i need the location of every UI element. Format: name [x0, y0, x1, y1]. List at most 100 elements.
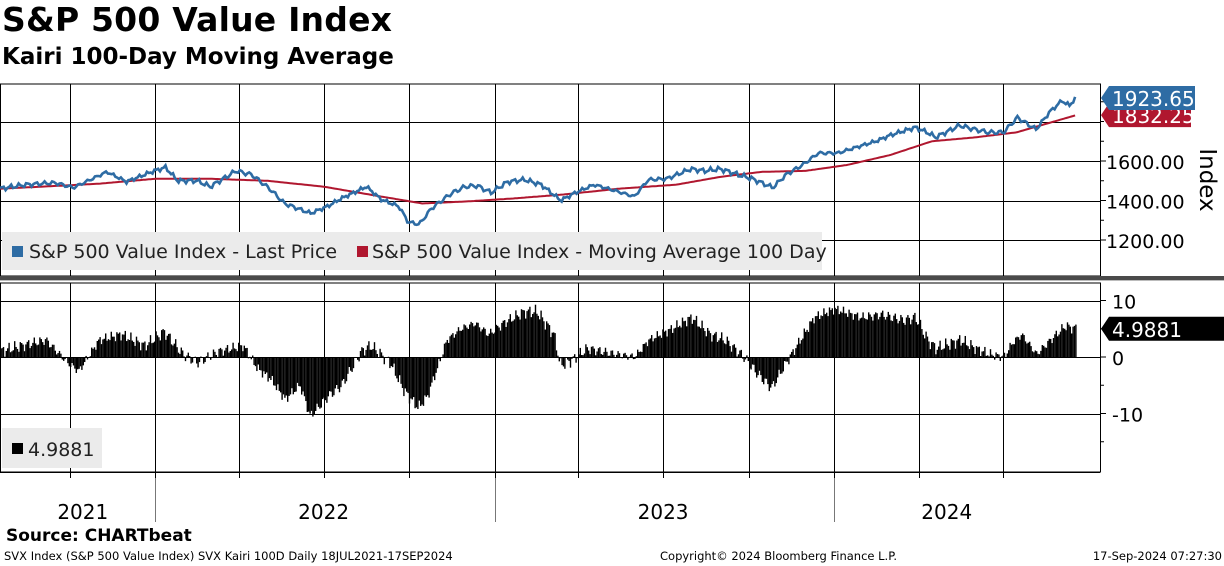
kairi-bar [268, 357, 271, 379]
kairi-bar [841, 312, 843, 357]
kairi-bar [298, 357, 300, 387]
kairi-bar [110, 331, 112, 357]
kairi-bar [1001, 356, 1003, 358]
kairi-bar [57, 353, 59, 357]
price-last-value-tag: 1923.65 [1112, 87, 1195, 111]
kairi-bar [628, 356, 630, 358]
kairi-bar [838, 314, 840, 357]
kairi-bar [658, 336, 660, 357]
kairi-bar [837, 305, 839, 357]
kairi-bar [211, 356, 213, 358]
kairi-bar [541, 317, 544, 357]
kairi-bar [800, 340, 803, 357]
kairi-bar [287, 357, 289, 402]
kairi-bar [921, 329, 923, 357]
kairi-bar [959, 335, 961, 357]
kairi-bar [487, 336, 489, 357]
kairi-bar [1009, 342, 1011, 357]
kairi-bar [849, 312, 852, 357]
kairi-bar [120, 340, 122, 357]
kairi-bar [401, 357, 404, 389]
kairi-bar [438, 357, 440, 359]
kairi-y-tick-label: 0 [1112, 348, 1124, 370]
kairi-bar [161, 330, 163, 357]
kairi-bar [879, 316, 881, 357]
kairi-bar [198, 357, 201, 363]
kairi-bar [1072, 326, 1074, 357]
kairi-bar [1008, 350, 1010, 357]
kairi-bar [261, 357, 264, 378]
kairi-bar [964, 335, 966, 357]
kairi-bar [436, 357, 439, 369]
kairi-bar [292, 357, 294, 395]
kairi-bar [858, 320, 860, 357]
kairi-bar [91, 347, 93, 357]
kairi-bar [1015, 337, 1017, 357]
kairi-bar [271, 357, 273, 376]
kairi-bar [557, 355, 559, 357]
kairi-bar [141, 342, 143, 357]
kairi-y-tick-label: 10 [1112, 292, 1136, 314]
kairi-bar [492, 333, 495, 357]
kairi-last-value-tag-bg [1101, 316, 1224, 341]
kairi-bar [463, 324, 465, 357]
kairi-bar [281, 357, 283, 400]
chart-subtitle: Kairi 100-Day Moving Average [2, 44, 394, 70]
kairi-bar [317, 357, 320, 407]
kairi-bar [564, 357, 566, 369]
kairi-bar [63, 357, 65, 361]
kairi-bar [266, 357, 268, 373]
kairi-bar [848, 309, 850, 357]
kairi-bar [93, 347, 96, 357]
kairi-bar [777, 357, 779, 378]
kairi-bar [207, 352, 209, 357]
kairi-bar [812, 318, 814, 357]
kairi-bar [674, 327, 677, 357]
kairi-bar [847, 316, 849, 357]
kairi-bar [224, 350, 226, 357]
kairi-bar [200, 356, 202, 358]
kairi-bar [532, 313, 534, 357]
kairi-bar [889, 314, 891, 357]
kairi-bar [260, 357, 262, 371]
kairi-bar [450, 334, 453, 357]
kairi-bar [561, 357, 563, 366]
kairi-bar [170, 344, 173, 357]
kairi-bar [182, 350, 184, 357]
kairi-bar [385, 357, 387, 358]
kairi-y-tick-label: -10 [1112, 405, 1143, 427]
kairi-bar [1047, 340, 1049, 357]
kairi-bar [708, 330, 710, 357]
kairi-bar [424, 357, 426, 396]
kairi-bar [946, 344, 948, 357]
kairi-bar [308, 357, 310, 412]
kairi-bar [406, 357, 408, 392]
kairi-bar [737, 354, 740, 357]
kairi-bar [757, 357, 759, 376]
kairi-bar [991, 354, 993, 357]
kairi-bar [1005, 356, 1007, 358]
kairi-bar [707, 327, 709, 357]
kairi-bar [761, 357, 763, 382]
kairi-bar [366, 345, 369, 357]
kairi-bar [543, 321, 545, 357]
kairi-bar [904, 324, 906, 357]
kairi-bar [504, 320, 506, 357]
kairi-bar [191, 357, 194, 363]
kairi-bar [863, 318, 866, 357]
kairi-bar [662, 329, 664, 357]
kairi-bar [336, 357, 338, 386]
kairi-bar [187, 352, 189, 357]
kairi-bar [326, 357, 328, 403]
kairi-bar [869, 314, 871, 357]
panel-separator [0, 276, 1224, 280]
kairi-bar [512, 320, 514, 357]
kairi-bar [156, 335, 159, 357]
kairi-bar [1045, 347, 1048, 357]
kairi-bar [173, 343, 175, 357]
kairi-bar [810, 321, 812, 357]
kairi-bar [415, 357, 418, 408]
kairi-bar [254, 357, 257, 367]
kairi-bar [72, 357, 75, 366]
